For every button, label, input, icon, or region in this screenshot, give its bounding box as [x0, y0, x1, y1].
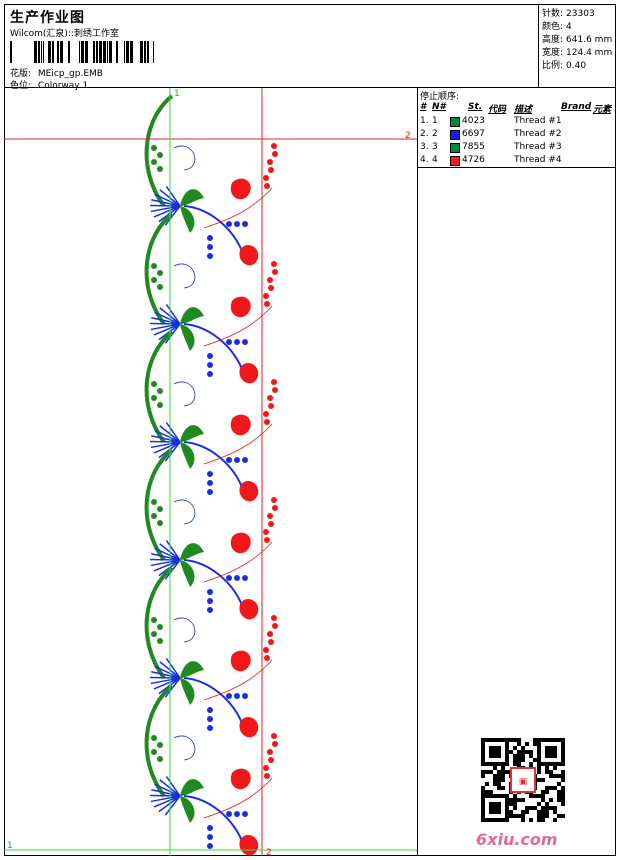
header-panel: 生产作业图 Wilcom(汇泉)::刺绣工作室 花版: MEicp_gp.EMB…	[4, 4, 539, 91]
thread-swatch	[450, 117, 460, 127]
stat-colors: 颜色: 4	[542, 22, 572, 32]
page-frame	[4, 4, 616, 856]
legend-col-code: 代码	[488, 105, 507, 115]
legend-col-st: St.	[468, 102, 483, 112]
stat-width: 宽度: 124.4 mm	[542, 48, 613, 58]
colorway-label: 色位:	[10, 81, 32, 91]
studio-name: Wilcom(汇泉)::刺绣工作室	[10, 29, 120, 39]
thread-legend: 停止顺序: # N# St. 代码 描述 Brand 元素 1. 1 4023 Th…	[418, 88, 616, 168]
design-file-line: 花版: MEicp_gp.EMB	[10, 66, 103, 79]
guide-label-green-bottom: 1	[7, 841, 13, 851]
design-file-value: MEicp_gp.EMB	[37, 69, 103, 79]
legend-col-index: #	[420, 102, 427, 112]
page-title: 生产作业图	[10, 10, 85, 26]
thread-swatch	[450, 156, 460, 166]
barcode-image	[10, 41, 154, 63]
stat-scale: 比例: 0.40	[542, 61, 587, 71]
legend-title: 停止顺序:	[420, 92, 460, 102]
legend-col-needle: N#	[432, 102, 446, 112]
design-file-label: 花版:	[10, 69, 32, 79]
design-canvas: 1 2 1 2	[4, 88, 418, 856]
stat-stitches: 针数: 23303	[542, 9, 595, 19]
legend-col-desc: 描述	[514, 105, 533, 115]
watermark-text: 6xiu.com	[476, 830, 558, 849]
stat-height: 高度: 641.6 mm	[542, 35, 613, 45]
guide-label-red-right: 2	[405, 131, 411, 141]
stats-panel: 针数: 23303 颜色: 4 高度: 641.6 mm 宽度: 124.4 mm 比例…	[539, 4, 616, 88]
guide-label-green-top: 1	[174, 89, 180, 99]
colorway-value: Colorway 1	[37, 81, 89, 91]
legend-row: 2. 2 6697 Thread #2	[420, 129, 562, 140]
legend-row: 4. 4 4726 Thread #4	[420, 155, 562, 166]
legend-col-brand: Brand	[561, 102, 592, 112]
legend-col-element: 元素	[593, 105, 612, 115]
guide-label-red-bottom: 2	[266, 848, 272, 856]
thread-swatch	[450, 130, 460, 140]
qr-code-image: ▣	[481, 738, 565, 822]
legend-row: 1. 1 4023 Thread #1	[420, 116, 562, 127]
embroidery-design: 1 2 1 2	[4, 88, 417, 856]
colorway-line: 色位: Colorway 1	[10, 78, 88, 91]
legend-row: 3. 3 7855 Thread #3	[420, 142, 562, 153]
svg-text:▣: ▣	[519, 777, 528, 787]
thread-swatch	[450, 143, 460, 153]
